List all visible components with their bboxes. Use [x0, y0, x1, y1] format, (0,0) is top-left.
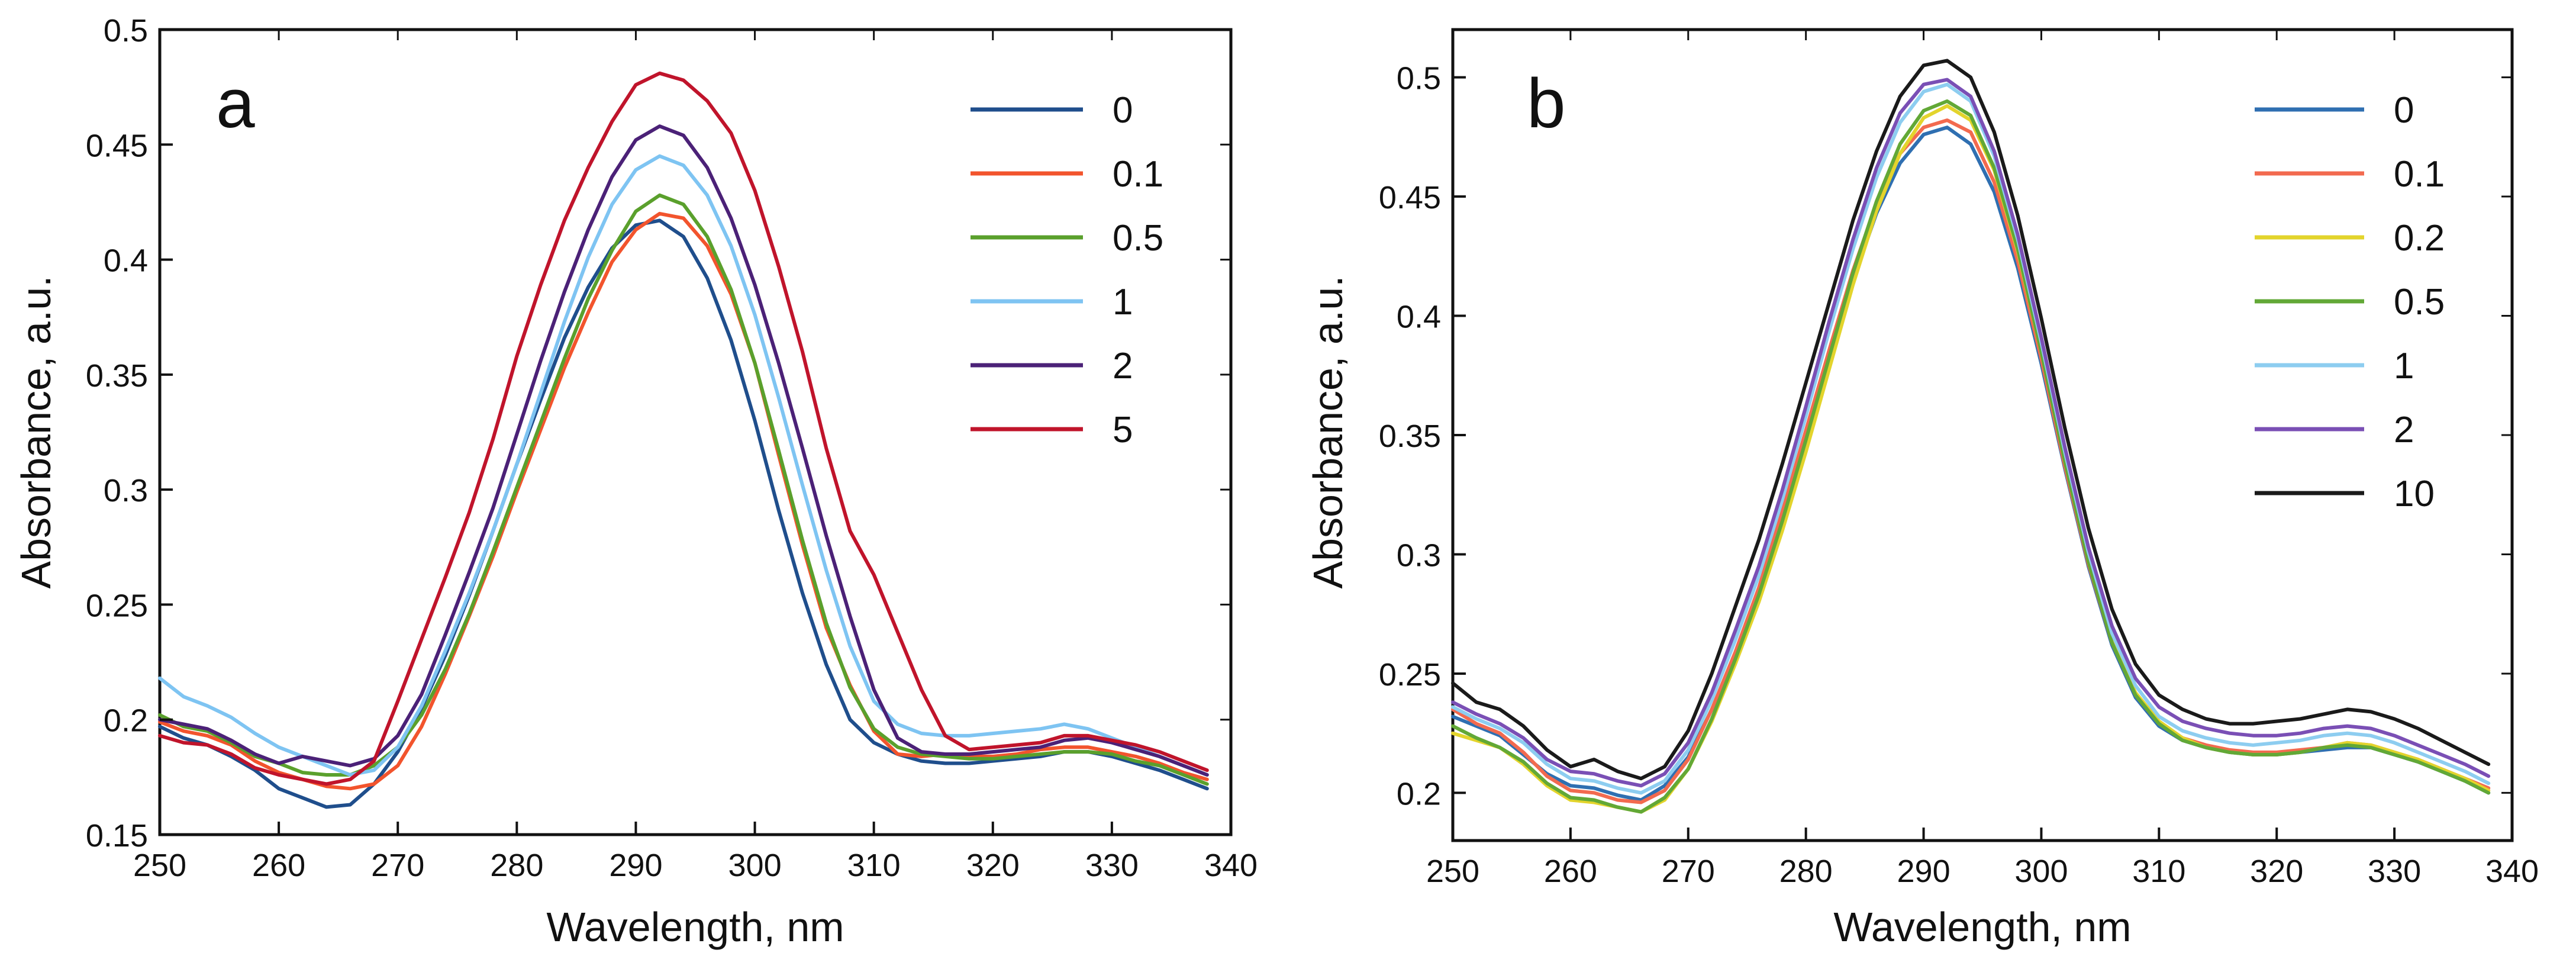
panel-b: 250 260 270 280 290 300 310 320 330 340 0.20.250.… [1305, 28, 2539, 950]
legend-label-1: 1 [1113, 282, 1133, 323]
panel-b-x-axis-label: Wavelength, nm [1833, 904, 2131, 950]
series-line-0 [158, 218, 1209, 809]
legend-label-2: 2 [1113, 346, 1133, 387]
legend-label-0: 0 [1113, 90, 1133, 131]
y-tick-label: 0.2 [1397, 776, 1441, 812]
panel-a-y-axis-label: Absorbance, a.u. [13, 275, 59, 588]
legend-label-0_1: 0.1 [2394, 154, 2445, 195]
y-tick-label: 0.35 [86, 358, 148, 394]
panel-b-y-axis-label: Absorbance, a.u. [1305, 275, 1351, 588]
x-tick-label: 300 [728, 848, 782, 883]
legend-label-0_5: 0.5 [2394, 282, 2445, 323]
legend-label-0_5: 0.5 [1113, 218, 1163, 259]
panel-a-x-ticks: 250 260 270 280 290 300 310 320 330 340 [133, 30, 1258, 883]
panel-b-y-ticks: 0.2 0.25 0.3 0.35 0.4 0.45 0.5 [1379, 61, 2512, 812]
x-tick-label: 250 [1426, 854, 1479, 889]
legend-label-2: 2 [2394, 410, 2414, 450]
x-tick-label: 340 [2485, 854, 2539, 889]
series-line-0_5 [158, 193, 1209, 786]
legend-label-1: 1 [2394, 346, 2414, 387]
x-tick-label: 340 [1204, 848, 1258, 883]
series-line-5 [158, 71, 1209, 786]
y-tick-label: 0.45 [1379, 180, 1441, 215]
y-tick-label: 0.3 [104, 473, 148, 508]
series-line-2 [1451, 78, 2491, 788]
x-tick-label: 270 [1662, 854, 1715, 889]
panel-b-x-ticks: 250 260 270 280 290 300 310 320 330 340 [1426, 30, 2539, 889]
x-tick-label: 290 [1897, 854, 1950, 889]
panel-a-label: a [216, 65, 255, 143]
x-tick-label: 280 [490, 848, 543, 883]
y-tick-label: 0.5 [1397, 61, 1441, 96]
x-tick-label: 250 [133, 848, 186, 883]
x-tick-label: 310 [2132, 854, 2185, 889]
y-tick-label: 0.4 [104, 243, 148, 279]
legend-label-0_1: 0.1 [1113, 154, 1163, 195]
y-tick-label: 0.35 [1379, 418, 1441, 454]
y-tick-label: 0.25 [1379, 657, 1441, 693]
panel-a-frame [158, 28, 1233, 836]
x-tick-label: 320 [2250, 854, 2303, 889]
x-tick-label: 290 [609, 848, 662, 883]
x-tick-label: 280 [1779, 854, 1833, 889]
y-tick-label: 0.15 [86, 818, 148, 854]
y-tick-label: 0.4 [1397, 300, 1441, 335]
series-line-10 [1451, 59, 2491, 781]
panel-b-label: b [1527, 65, 1566, 143]
legend-label-0_2: 0.2 [2394, 218, 2445, 259]
x-tick-label: 260 [1544, 854, 1597, 889]
panel-a-y-ticks: 0.150.20.250.30.350.40.450.5 [86, 13, 1231, 854]
panel-a-x-axis-label: Wavelength, nm [546, 904, 844, 950]
series-line-1 [158, 154, 1209, 777]
panel-a-legend: 0 0.1 0.5 1 2 5 [971, 90, 1163, 450]
legend-label-10: 10 [2394, 474, 2435, 514]
y-tick-label: 0.45 [86, 128, 148, 163]
series-line-1 [1451, 82, 2491, 795]
legend-label-0: 0 [2394, 90, 2414, 131]
series-line-0_1 [158, 211, 1209, 791]
y-tick-label: 0.25 [86, 588, 148, 623]
x-tick-label: 270 [371, 848, 424, 883]
y-tick-label: 0.2 [104, 703, 148, 739]
x-tick-label: 300 [2014, 854, 2068, 889]
panel-b-legend: 0 0.1 0.2 0.5 1 2 10 [2255, 90, 2445, 514]
series-line-2 [158, 124, 1209, 777]
panel-a-series-layer [158, 71, 1209, 809]
x-tick-label: 320 [966, 848, 1020, 883]
x-tick-label: 310 [847, 848, 901, 883]
y-tick-label: 0.5 [104, 13, 148, 49]
legend-label-5: 5 [1113, 410, 1133, 450]
x-tick-label: 330 [1085, 848, 1139, 883]
panel-b-series-layer [1451, 59, 2491, 814]
y-tick-label: 0.3 [1397, 537, 1441, 573]
series-line-0_5 [1451, 99, 2491, 814]
x-tick-label: 330 [2368, 854, 2421, 889]
x-tick-label: 260 [252, 848, 305, 883]
panel-a: 250 260 270 280 290 300 310 320 330 340 0.150.20.… [13, 13, 1258, 950]
